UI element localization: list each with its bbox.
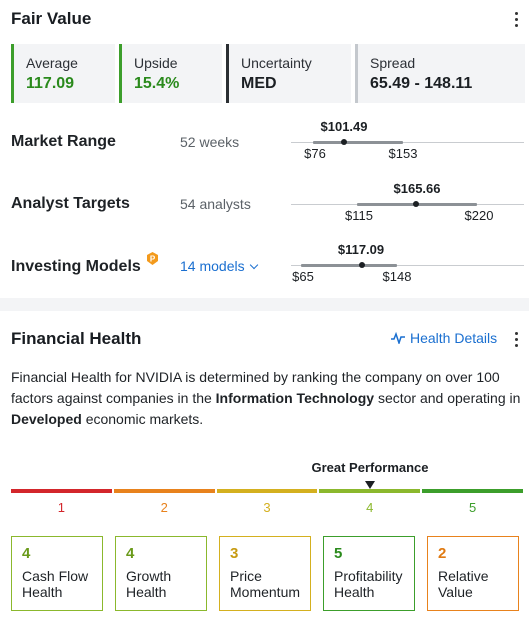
investing-models-row: Investing Models P 14 models $117.09 $65 …: [0, 239, 529, 289]
scale-segment-1: [11, 489, 112, 493]
range-current-dot: [341, 139, 347, 145]
market-range-period: 52 weeks: [180, 134, 240, 150]
scale-label-3: 3: [263, 500, 271, 515]
market-range-current: $101.49: [320, 119, 368, 134]
stat-uncertainty: Uncertainty MED: [226, 44, 351, 103]
analyst-targets-average: $165.66: [393, 181, 441, 196]
health-card-growth[interactable]: 4 Growth Health: [115, 536, 207, 611]
stat-average: Average 117.09: [11, 44, 115, 103]
scale-label-1: 1: [57, 500, 66, 515]
scale-label-2: 2: [160, 500, 168, 515]
desc-market: Developed: [11, 411, 82, 427]
svg-text:P: P: [150, 255, 156, 264]
range-band: [313, 141, 403, 144]
analyst-targets-row: Analyst Targets 54 analysts $165.66 $115…: [0, 177, 529, 227]
stat-upside-label: Upside: [134, 55, 178, 71]
investing-models-count: 14 models: [180, 258, 245, 274]
scale-segment-2: [113, 489, 215, 493]
stat-uncertainty-label: Uncertainty: [241, 55, 312, 71]
health-scale-labels: 1 2 3 4 5: [11, 500, 523, 515]
range-track: [291, 265, 524, 266]
desc-sector: Information Technology: [215, 390, 375, 406]
health-card-cash-flow[interactable]: 4 Cash Flow Health: [11, 536, 103, 611]
health-card-name: Cash Flow Health: [22, 568, 89, 600]
market-range-bar: $101.49 $76 $153: [291, 118, 524, 161]
analyst-targets-count: 54 analysts: [180, 196, 251, 212]
health-card-score: 2: [438, 545, 447, 562]
health-details-label: Health Details: [410, 330, 498, 346]
scale-segment-3: [216, 489, 318, 493]
scale-segment-4: [319, 489, 421, 493]
analyst-targets-bar: $165.66 $115 $220: [291, 180, 524, 223]
range-current-dot: [359, 262, 365, 268]
fair-value-card: Fair Value Average 117.09 Upside 15.4% U…: [0, 0, 529, 298]
investing-models-label: Investing Models P: [11, 252, 158, 276]
market-range-low: $76: [304, 146, 326, 161]
health-card-score: 3: [230, 545, 239, 562]
investing-models-high: $148: [382, 269, 412, 284]
market-range-label: Market Range: [11, 133, 116, 150]
investing-models-average: $117.09: [337, 242, 385, 257]
health-card-name: Growth Health: [126, 568, 172, 600]
desc-text: economic markets.: [81, 411, 204, 427]
analyst-targets-low: $115: [345, 208, 373, 223]
health-card-score: 4: [126, 545, 135, 562]
pulse-icon: [391, 332, 405, 344]
financial-health-menu-icon[interactable]: [509, 329, 523, 349]
fair-value-menu-icon[interactable]: [509, 9, 523, 29]
scale-label-5: 5: [468, 500, 477, 515]
stat-upside: Upside 15.4%: [119, 44, 222, 103]
analyst-targets-high: $220: [464, 208, 494, 223]
investing-models-dropdown[interactable]: 14 models: [180, 258, 258, 274]
performance-marker-icon: [364, 481, 375, 489]
analyst-targets-label: Analyst Targets: [11, 195, 130, 212]
health-card-profitability[interactable]: 5 Profitability Health: [323, 536, 415, 611]
range-band: [301, 264, 397, 267]
desc-text: Financial Health for NVIDIA is determine…: [11, 369, 500, 406]
stat-average-value: 117.09: [26, 75, 75, 92]
fair-value-title: Fair Value: [11, 9, 92, 28]
health-card-score: 5: [334, 545, 343, 562]
health-card-score: 4: [22, 545, 31, 562]
financial-health-description: Financial Health for NVIDIA is determine…: [11, 367, 523, 430]
health-card-name: Profitability Health: [334, 568, 403, 600]
health-scale: [11, 489, 523, 493]
desc-text: sector and operating in: [374, 390, 521, 406]
stat-uncertainty-value: MED: [241, 75, 277, 92]
investing-models-low: $65: [292, 269, 314, 284]
health-card-name: Relative Value: [438, 568, 489, 600]
health-details-link[interactable]: Health Details: [391, 330, 497, 346]
market-range-high: $153: [388, 146, 418, 161]
stat-spread: Spread 65.49 - 148.11: [355, 44, 525, 103]
financial-health-title: Financial Health: [11, 329, 142, 348]
health-cards: 4 Cash Flow Health 4 Growth Health 3 Pri…: [11, 536, 523, 611]
performance-label: Great Performance: [311, 460, 429, 475]
stat-spread-label: Spread: [370, 55, 416, 71]
scale-label-4: 4: [366, 500, 374, 515]
investing-models-bar: $117.09 $65 $148: [291, 241, 524, 284]
stat-average-label: Average: [26, 55, 78, 71]
scale-segment-5: [422, 489, 523, 493]
pro-badge-icon: P: [146, 252, 158, 265]
range-current-dot: [413, 201, 419, 207]
chevron-down-icon: [249, 260, 258, 270]
health-card-relative-value[interactable]: 2 Relative Value: [427, 536, 519, 611]
health-card-name: Price Momentum: [230, 568, 301, 600]
investing-models-label-text: Investing Models: [11, 258, 141, 275]
health-card-price-momentum[interactable]: 3 Price Momentum: [219, 536, 311, 611]
stat-spread-value: 65.49 - 148.11: [370, 75, 473, 92]
stat-upside-value: 15.4%: [134, 75, 180, 92]
market-range-row: Market Range 52 weeks $101.49 $76 $153: [0, 115, 529, 165]
range-track: [291, 142, 524, 143]
fair-value-stats: Average 117.09 Upside 15.4% Uncertainty …: [11, 44, 525, 103]
section-divider: [0, 298, 529, 311]
